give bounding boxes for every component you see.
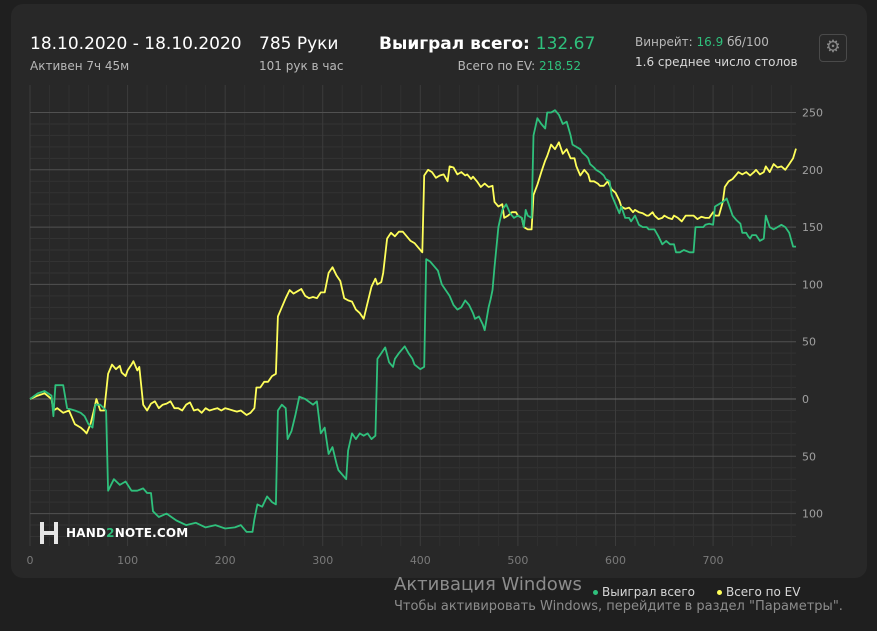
legend-item-ev[interactable]: Всего по EV xyxy=(716,585,800,599)
hand2note-logo: HAND2NOTE.COM xyxy=(38,520,188,546)
date-range: 18.10.2020 - 18.10.2020 xyxy=(30,34,242,54)
won-value: 132.67 xyxy=(535,34,596,54)
chart-legend: Выиграл всего Всего по EV xyxy=(593,585,800,599)
hands-per-hour: 101 рук в час xyxy=(259,59,344,73)
y-tick-label: 50 xyxy=(802,450,816,463)
x-tick-label: 300 xyxy=(312,554,333,567)
series-line-ev xyxy=(29,141,797,435)
winrate-unit: бб/100 xyxy=(727,35,769,49)
y-tick-label: 0 xyxy=(802,393,809,406)
x-tick-label: 700 xyxy=(703,554,724,567)
hand2note-logo-text: HAND2NOTE.COM xyxy=(66,526,189,540)
y-tick-label: 100 xyxy=(802,278,823,291)
legend-item-won[interactable]: Выиграл всего xyxy=(593,585,695,599)
winrate: Винрейт: 16.9 бб/100 xyxy=(635,35,769,49)
active-time: Активен 7ч 45м xyxy=(30,59,130,73)
x-tick-label: 400 xyxy=(410,554,431,567)
chart-lines xyxy=(29,109,797,533)
x-tick-label: 500 xyxy=(507,554,528,567)
windows-activation-title: Активация Windows xyxy=(394,574,582,595)
chart-panel xyxy=(11,4,867,578)
x-tick-label: 0 xyxy=(27,554,34,567)
winrate-value: 16.9 xyxy=(696,35,724,49)
x-tick-label: 200 xyxy=(215,554,236,567)
y-tick-label: 200 xyxy=(802,164,823,177)
series-line-won xyxy=(29,109,796,533)
won-total: Выиграл всего: 132.67 xyxy=(379,34,595,54)
x-tick-label: 100 xyxy=(117,554,138,567)
chart-grid xyxy=(29,85,796,546)
hands-count: 785 Руки xyxy=(259,34,339,54)
gear-icon[interactable]: ⚙ xyxy=(819,34,847,62)
y-tick-label: 50 xyxy=(802,336,816,349)
y-tick-label: 100 xyxy=(802,508,823,521)
ev-total: Всего по EV: 218.52 xyxy=(458,59,581,73)
ev-label: Всего по EV: xyxy=(457,59,536,73)
won-label: Выиграл всего: xyxy=(379,34,530,54)
avg-tables: 1.6 среднее число столов xyxy=(635,55,798,69)
x-tick-label: 600 xyxy=(605,554,626,567)
ev-value: 218.52 xyxy=(539,59,581,73)
y-tick-label: 150 xyxy=(802,221,823,234)
windows-activation-subtitle: Чтобы активировать Windows, перейдите в … xyxy=(394,599,843,614)
hand2note-logo-icon xyxy=(38,522,60,544)
winrate-label: Винрейт: xyxy=(635,35,693,49)
y-tick-label: 250 xyxy=(802,107,823,120)
